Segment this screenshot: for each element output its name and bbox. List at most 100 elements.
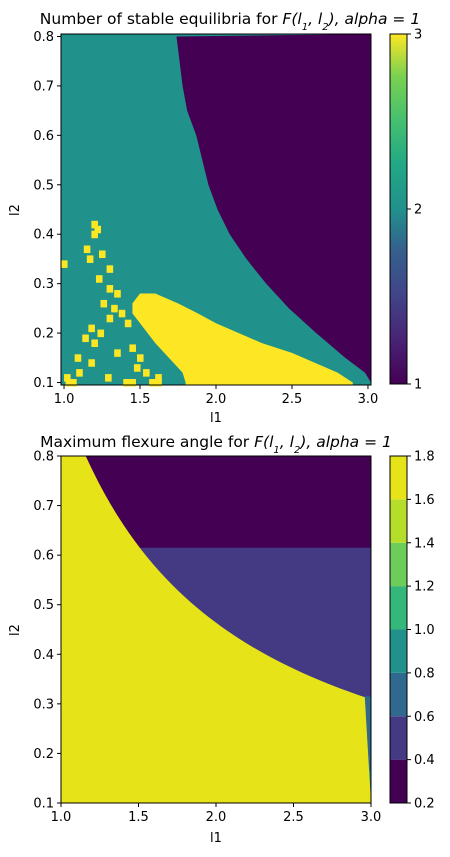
three-equilibria-cell	[136, 354, 144, 362]
three-equilibria-cell	[91, 339, 98, 347]
three-equilibria-cell	[76, 369, 83, 377]
three-equilibria-cell	[143, 369, 150, 377]
three-equilibria-cell	[70, 379, 77, 387]
three-equilibria-cell	[61, 260, 68, 268]
colorbar-tick-label: 2	[414, 203, 422, 218]
three-equilibria-cell	[100, 299, 108, 308]
three-equilibria-cell	[111, 304, 118, 313]
three-equilibria-cell	[98, 250, 106, 259]
three-equilibria-cell	[155, 374, 162, 382]
colorbar-tick-label: 1.2	[414, 580, 435, 595]
colorbar-band	[390, 716, 407, 760]
y-tick-label: 0.7	[33, 499, 54, 514]
colorbar-band	[390, 672, 407, 717]
three-equilibria-cell	[88, 359, 95, 367]
colorbar-tick-label: 3	[414, 28, 422, 43]
three-equilibria-cell	[64, 374, 71, 382]
colorbar-tick-label: 0.2	[414, 797, 435, 812]
three-equilibria-cell	[106, 314, 114, 323]
colorbar-tick-label: 0.8	[414, 666, 435, 681]
chart1-colorbar: 1 2 3	[389, 28, 422, 393]
colorbar-tick-label: 1.6	[414, 493, 435, 508]
chart2-y-axis: 0.1 0.2 0.3 0.4 0.5 0.6 0.7 0.8	[33, 450, 61, 812]
colorbar-band	[390, 629, 407, 673]
y-tick-label: 0.6	[33, 129, 54, 144]
colorbar-band	[390, 542, 407, 587]
colorbar-tick-label: 1	[414, 378, 422, 393]
three-equilibria-cell	[106, 285, 114, 293]
colorbar-band	[390, 759, 407, 803]
chart2-title: Maximum flexure angle for F(l1, l2), alp…	[40, 433, 392, 456]
chart1-colorbar-gradient	[390, 34, 407, 384]
colorbar-band	[390, 586, 407, 630]
chart2-x-axis: 1.0 1.5 2.0 2.5 3.0	[51, 803, 382, 825]
y-tick-label: 0.4	[33, 228, 54, 243]
x-tick-label: 2.5	[283, 810, 304, 825]
three-equilibria-cell	[88, 324, 95, 333]
three-equilibria-cell	[82, 334, 89, 343]
x-tick-label: 1.0	[51, 810, 72, 825]
region-three-equilibria	[132, 293, 353, 385]
three-equilibria-cell	[123, 379, 130, 387]
chart2-y-label: l2	[8, 624, 23, 636]
three-equilibria-cell	[155, 379, 162, 387]
chart1-y-label: l2	[8, 204, 23, 216]
contour-band	[61, 456, 371, 803]
y-tick-label: 0.1	[33, 376, 54, 391]
y-tick-label: 0.6	[33, 549, 54, 564]
three-equilibria-cell	[106, 265, 114, 273]
colorbar-tick-label: 0.6	[414, 710, 435, 725]
three-equilibria-cell	[74, 354, 82, 362]
colorbar-tick-label: 0.4	[414, 753, 435, 768]
colorbar-band	[390, 499, 407, 543]
three-equilibria-cell	[114, 290, 121, 298]
y-tick-label: 0.4	[33, 648, 54, 663]
three-equilibria-cell	[105, 374, 112, 382]
three-equilibria-cell	[97, 329, 105, 338]
three-equilibria-cell	[129, 344, 136, 352]
three-equilibria-cell	[129, 379, 136, 387]
chart2-colorbar-bands	[390, 456, 407, 803]
y-tick-label: 0.1	[33, 797, 54, 812]
three-equilibria-cell	[83, 245, 91, 254]
y-tick-label: 0.2	[33, 327, 54, 342]
x-tick-label: 1.5	[130, 392, 151, 407]
y-tick-label: 0.7	[33, 79, 54, 94]
three-equilibria-cell	[65, 379, 73, 387]
three-equilibria-cell	[91, 220, 98, 229]
chart2-colorbar: 0.2 0.4 0.6 0.8 1.0 1.2 1.4 1.6 1.8	[389, 450, 435, 812]
chart1-title: Number of stable equilibria for F(l1, l2…	[40, 10, 420, 33]
x-tick-label: 3.0	[358, 392, 379, 407]
x-tick-label: 1.0	[54, 392, 75, 407]
chart2-colorbar-ticks: 0.2 0.4 0.6 0.8 1.0 1.2 1.4 1.6 1.8	[407, 450, 435, 812]
y-tick-label: 0.8	[33, 450, 54, 465]
chart2-plot-area	[61, 456, 371, 803]
three-equilibria-cell	[114, 349, 121, 357]
chart1-colorbar-ticks: 1 2 3	[407, 28, 422, 393]
three-equilibria-cell	[95, 275, 103, 283]
three-equilibria-cell	[94, 225, 102, 234]
colorbar-tick-label: 1.8	[414, 450, 435, 465]
three-equilibria-cell	[118, 309, 126, 318]
chart1-y-axis: 0.1 0.2 0.3 0.4 0.5 0.6 0.7 0.8	[33, 30, 61, 391]
x-tick-label: 1.5	[128, 810, 149, 825]
y-tick-label: 0.8	[33, 30, 54, 45]
y-tick-label: 0.5	[33, 598, 54, 613]
x-tick-label: 3.0	[361, 810, 382, 825]
three-equilibria-cell	[124, 319, 132, 328]
y-tick-label: 0.3	[33, 277, 54, 292]
y-tick-label: 0.2	[33, 747, 54, 762]
x-tick-label: 2.0	[206, 392, 227, 407]
colorbar-band	[390, 456, 407, 500]
colorbar-tick-label: 1.4	[414, 536, 435, 551]
chart1-plot-area	[61, 34, 371, 387]
three-equilibria-cell	[133, 364, 141, 372]
three-equilibria-cell	[91, 230, 98, 239]
y-tick-label: 0.5	[33, 178, 54, 193]
three-equilibria-cell	[86, 255, 94, 263]
chart-flexure: Maximum flexure angle for F(l1, l2), alp…	[8, 433, 435, 846]
y-tick-label: 0.3	[33, 697, 54, 712]
region-one-equilibrium	[176, 34, 371, 385]
colorbar-tick-label: 1.0	[414, 623, 435, 638]
chart1-x-axis: 1.0 1.5 2.0 2.5 3.0	[54, 385, 379, 407]
